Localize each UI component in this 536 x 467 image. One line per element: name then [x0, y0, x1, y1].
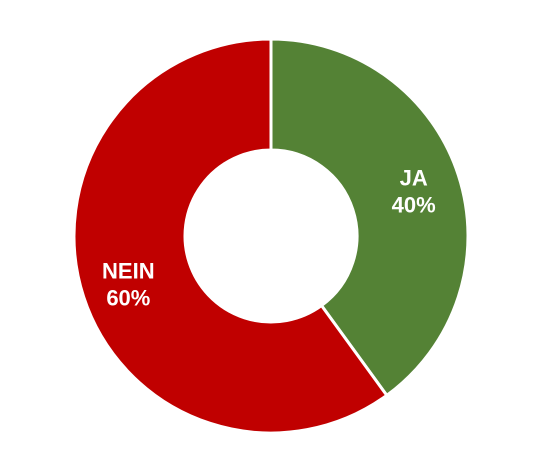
slice-ja: [269, 37, 470, 398]
slice-label-nein: NEIN 60%: [102, 258, 155, 310]
slice-percent-label: 40%: [392, 193, 436, 218]
slice-category-label: JA: [400, 166, 428, 191]
slice-label-ja: JA 40%: [392, 166, 436, 218]
slice-nein: [72, 37, 389, 435]
donut-labels: JA 40% NEIN 60%: [102, 166, 436, 311]
slice-percent-label: 60%: [106, 285, 150, 310]
donut-slices: [72, 37, 470, 435]
slice-category-label: NEIN: [102, 258, 155, 283]
